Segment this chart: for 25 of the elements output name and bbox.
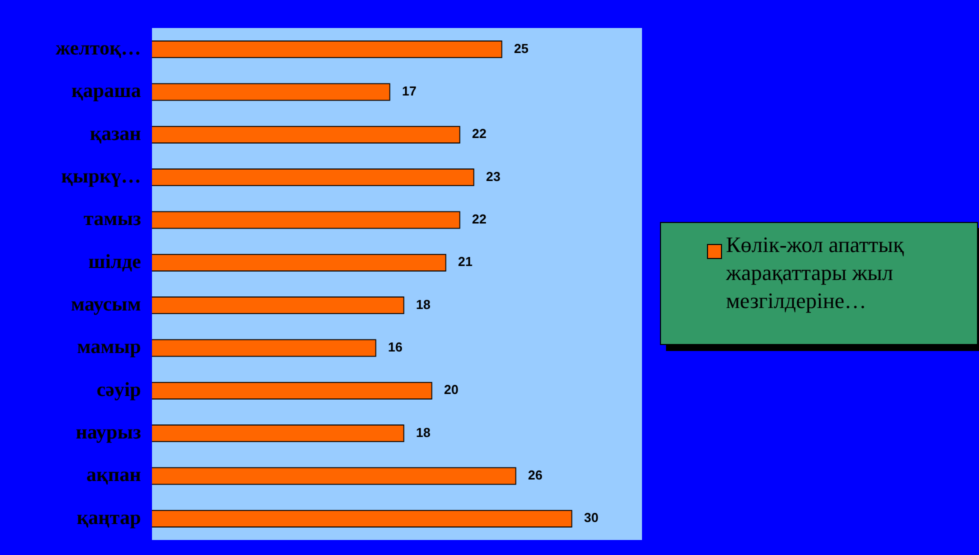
- data-label: 21: [458, 254, 472, 270]
- data-label: 17: [402, 84, 416, 99]
- data-label: 18: [416, 296, 430, 312]
- data-label: 22: [472, 212, 486, 227]
- y-tick-label: желтоқ…: [56, 38, 141, 60]
- data-label: 18: [416, 424, 430, 440]
- y-tick-label: қаңтар: [76, 506, 141, 529]
- y-tick-label: тамыз: [84, 208, 141, 230]
- y-tick-label: ақпан: [86, 464, 141, 486]
- y-tick-label: қыркү…: [61, 166, 141, 188]
- data-label: 22: [472, 126, 486, 142]
- y-tick-label: мамыр: [77, 336, 141, 358]
- legend-label: Көлік-жол апаттық жарақаттары жыл мезгілдеріне…: [726, 231, 905, 315]
- data-label: 26: [528, 468, 542, 483]
- data-label: 25: [514, 40, 528, 56]
- y-tick-label: қазан: [90, 122, 141, 145]
- y-tick-label: шілде: [88, 250, 142, 273]
- data-label: 16: [388, 340, 402, 355]
- data-label: 20: [444, 382, 458, 398]
- data-label: 23: [486, 168, 500, 184]
- y-tick-label: наурыз: [76, 422, 141, 444]
- y-tick-label: қараша: [71, 80, 141, 102]
- data-label: 30: [584, 510, 598, 526]
- y-tick-label: маусым: [71, 294, 141, 316]
- y-tick-label: сәуір: [96, 378, 141, 401]
